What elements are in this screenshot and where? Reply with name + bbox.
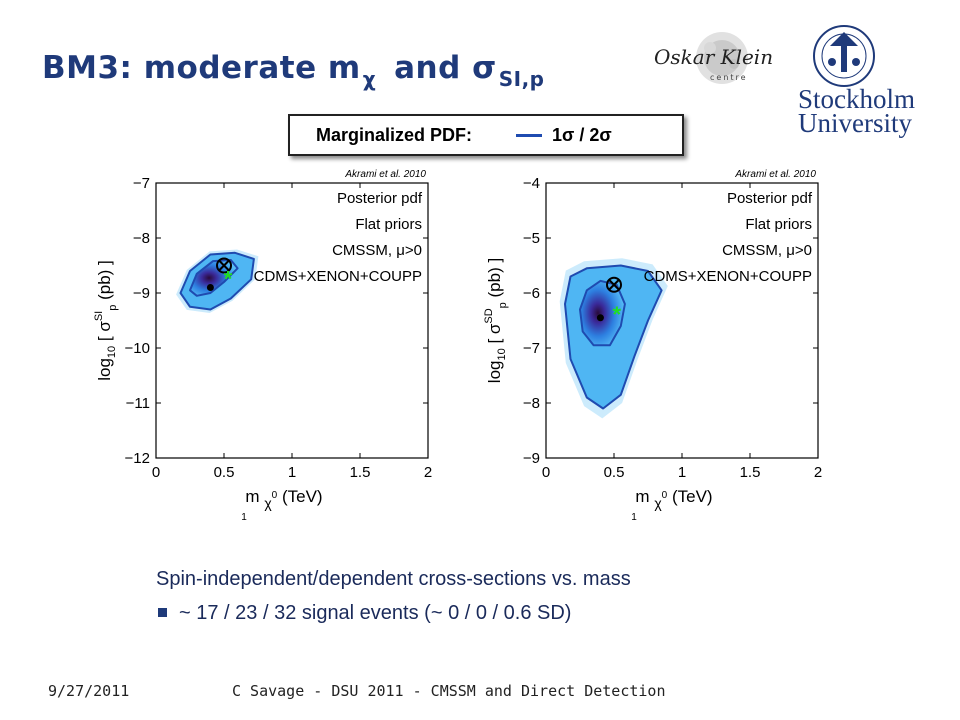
y-axis-label-unit: (pb) ] (95, 260, 114, 304)
y-axis-label-unit: (pb) ] (485, 258, 504, 302)
y-axis-label-log: log (485, 361, 504, 384)
y-tick-label: −9 (523, 450, 540, 467)
x-tick-label: 2 (814, 464, 822, 481)
chart-2: 0 0.5 1 1.5 2 −9 −8 −7 −6 −5 −4 * Akrami et al. 2010… (483, 169, 822, 523)
legend-box: Marginalized PDF: 1σ / 2σ (288, 114, 684, 156)
y-axis-label-log: log (95, 358, 114, 381)
x-axis-label-chi: χ (654, 495, 662, 511)
logo-right-name-1: Stockholm (798, 84, 915, 114)
y-axis-label-sub10: 10 (106, 346, 118, 358)
benchmark-marker (216, 257, 232, 274)
x-tick-label: 1 (288, 464, 296, 481)
contour-1sigma (579, 279, 626, 347)
x-axis-label-sub: 1 (631, 512, 637, 523)
posterior-mean-marker: * (224, 266, 233, 291)
legend-line-swatch (516, 133, 543, 137)
x-tick-label: 0.5 (604, 464, 625, 481)
benchmark-marker (606, 276, 622, 293)
title-chi-subscript: χ (362, 67, 377, 91)
slide-title: BM3: moderate m χ and σ SI,p (42, 50, 545, 91)
bullet-marker (158, 608, 167, 617)
x-tick-label: 1 (678, 464, 686, 481)
footer-date: 9/27/2011 (48, 682, 130, 700)
title-sigma-subscript: SI,p (498, 67, 545, 91)
y-tick-label: −11 (126, 395, 150, 412)
y-axis-label-p: p (107, 305, 119, 311)
legend-label: Marginalized PDF: (316, 124, 473, 145)
annotation-2: Flat priors (355, 216, 422, 233)
bullet-item: ~ 17 / 23 / 32 signal events (~ 0 / 0 / … (158, 602, 571, 625)
y-axis-label: log10 [ σSIp (pb) ] (93, 260, 119, 381)
x-axis-label-unit: (TeV) (277, 487, 322, 506)
caption-text: Spin-independent/dependent cross-section… (156, 568, 631, 590)
title-main: BM3: moderate m (42, 50, 361, 86)
y-tick-label: −12 (125, 450, 150, 467)
x-tick-label: 2 (424, 464, 432, 481)
annotation-3: CMSSM, μ>0 (722, 242, 812, 259)
y-tick-label: −6 (523, 285, 540, 302)
x-axis-label-sup: 0 (662, 490, 668, 501)
y-axis-label-sigma: [ σ (95, 321, 114, 346)
stockholm-university-logo: Stockholm University (798, 25, 915, 138)
annotation-2: Flat priors (745, 216, 812, 233)
benchmark-marker-cross (218, 259, 230, 272)
x-axis-label-unit: (TeV) (667, 487, 712, 506)
footer-title: C Savage - DSU 2011 - CMSSM and Direct D… (232, 682, 666, 700)
y-tick-label: −5 (523, 230, 540, 247)
logo-left-word: centre (710, 73, 748, 82)
logo-left-script: Oskar Klein (654, 45, 773, 69)
plot-background (156, 183, 428, 458)
logo-right-name-2: University (798, 108, 912, 138)
best-fit-point (206, 284, 214, 291)
x-tick-label: 1.5 (350, 464, 371, 481)
x-tick-label: 0.5 (214, 464, 235, 481)
y-tick-label: −7 (523, 340, 540, 357)
y-tick-label: −4 (523, 175, 540, 192)
posterior-mean-marker: * (612, 302, 621, 327)
x-tick-label: 0 (152, 464, 160, 481)
x-axis-label-sup: 0 (272, 490, 278, 501)
y-axis-label-sub10: 10 (496, 348, 508, 360)
x-axis-label: m χ0 (TeV) (245, 487, 322, 511)
annotation-4: CDMS+XENON+COUPP (644, 268, 812, 285)
x-axis-label-main: m (635, 487, 654, 506)
y-axis-label-p: p (497, 302, 509, 308)
y-axis-label-sigma: [ σ (485, 323, 504, 348)
y-tick-label: −7 (133, 175, 150, 192)
y-tick-label: −8 (523, 395, 540, 412)
annotation-1: Posterior pdf (337, 190, 423, 207)
x-tick-label: 1.5 (740, 464, 761, 481)
y-tick-label: −9 (133, 285, 150, 302)
legend-value: 1σ / 2σ (552, 124, 612, 145)
annotation-3: CMSSM, μ>0 (332, 242, 422, 259)
benchmark-marker-cross (608, 279, 620, 291)
oskar-klein-centre-logo: Oskar Klein centre (654, 32, 773, 84)
contour-1sigma (189, 259, 239, 297)
best-fit-point (596, 314, 604, 322)
y-axis-label-sup: SI (93, 311, 105, 321)
x-axis-label-chi: χ (264, 495, 272, 511)
bullet-text: ~ 17 / 23 / 32 signal events (~ 0 / 0 / … (179, 602, 572, 624)
title-and-sigma: and σ (394, 50, 497, 86)
x-axis-label-main: m (245, 487, 264, 506)
y-tick-label: −8 (133, 230, 150, 247)
x-axis-label: m χ0 (TeV) (635, 487, 712, 511)
y-tick-label: −10 (125, 340, 150, 357)
chart-1: 0 0.5 1 1.5 2 −12 −11 −10 −9 −8 −7 * Akrami et al. 2… (93, 169, 432, 523)
annotation-1: Posterior pdf (727, 190, 813, 207)
x-tick-label: 0 (542, 464, 550, 481)
credit-label: Akrami et al. 2010 (734, 169, 816, 180)
credit-label: Akrami et al. 2010 (344, 169, 426, 180)
y-axis-label: log10 [ σSDp (pb) ] (483, 258, 509, 383)
y-axis-label-sup: SD (483, 308, 495, 323)
x-axis-label-sub: 1 (241, 512, 247, 523)
annotation-4: CDMS+XENON+COUPP (254, 268, 422, 285)
